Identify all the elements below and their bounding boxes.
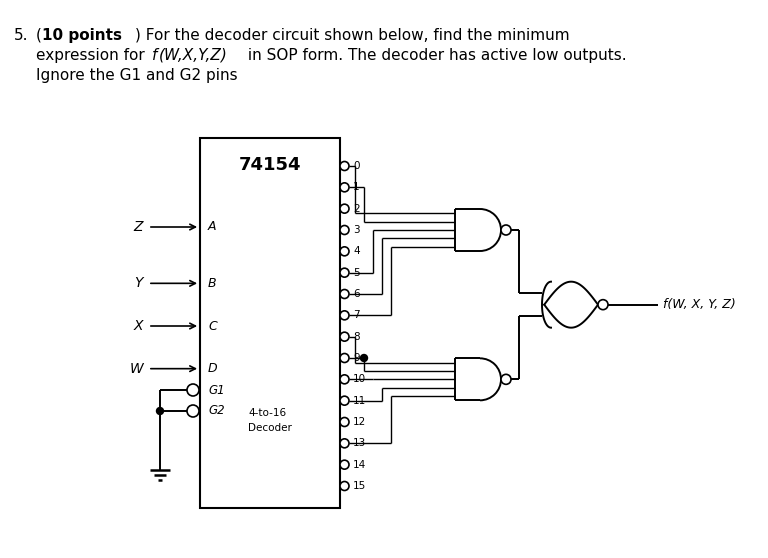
Text: 1: 1 bbox=[353, 182, 359, 193]
Text: f(W, X, Y, Z): f(W, X, Y, Z) bbox=[663, 298, 736, 311]
Text: 11: 11 bbox=[353, 396, 366, 406]
Circle shape bbox=[340, 417, 349, 426]
Circle shape bbox=[340, 460, 349, 469]
Text: 13: 13 bbox=[353, 439, 366, 448]
Text: 15: 15 bbox=[353, 481, 366, 491]
Text: (W,X,Y,Z): (W,X,Y,Z) bbox=[159, 48, 228, 63]
Circle shape bbox=[340, 268, 349, 277]
Text: 12: 12 bbox=[353, 417, 366, 427]
Text: 7: 7 bbox=[353, 310, 359, 320]
Text: 4: 4 bbox=[353, 246, 359, 256]
Text: 8: 8 bbox=[353, 331, 359, 341]
Circle shape bbox=[340, 396, 349, 405]
Circle shape bbox=[157, 407, 164, 415]
Text: f: f bbox=[152, 48, 157, 63]
Circle shape bbox=[340, 161, 349, 171]
Text: 10: 10 bbox=[353, 374, 366, 384]
Circle shape bbox=[340, 225, 349, 234]
Text: Z: Z bbox=[134, 220, 143, 234]
Text: 3: 3 bbox=[353, 225, 359, 235]
Circle shape bbox=[340, 311, 349, 320]
Text: A: A bbox=[208, 220, 217, 233]
Text: 4-to-16: 4-to-16 bbox=[248, 408, 286, 418]
Circle shape bbox=[340, 183, 349, 192]
Text: 10 points: 10 points bbox=[42, 28, 122, 43]
Circle shape bbox=[501, 225, 511, 235]
Text: Decoder: Decoder bbox=[248, 423, 292, 433]
Circle shape bbox=[340, 247, 349, 256]
Circle shape bbox=[340, 482, 349, 490]
Text: 0: 0 bbox=[353, 161, 359, 171]
Circle shape bbox=[340, 375, 349, 384]
Text: Y: Y bbox=[134, 276, 143, 290]
Text: G1: G1 bbox=[208, 383, 224, 397]
Circle shape bbox=[187, 384, 199, 396]
Text: B: B bbox=[208, 277, 217, 290]
Text: 2: 2 bbox=[353, 204, 359, 214]
Text: in SOP form. The decoder has active low outputs.: in SOP form. The decoder has active low … bbox=[243, 48, 627, 63]
Text: 5: 5 bbox=[353, 268, 359, 278]
Circle shape bbox=[340, 204, 349, 213]
Text: X: X bbox=[134, 319, 143, 333]
Circle shape bbox=[340, 290, 349, 299]
Circle shape bbox=[187, 405, 199, 417]
Text: 74154: 74154 bbox=[239, 156, 301, 174]
Bar bbox=[200, 138, 340, 508]
Text: G2: G2 bbox=[208, 405, 224, 417]
Circle shape bbox=[360, 354, 368, 362]
Text: expression for: expression for bbox=[36, 48, 150, 63]
Text: (: ( bbox=[36, 28, 42, 43]
Circle shape bbox=[340, 332, 349, 341]
Text: ) For the decoder circuit shown below, find the minimum: ) For the decoder circuit shown below, f… bbox=[135, 28, 570, 43]
Text: C: C bbox=[208, 320, 217, 333]
Circle shape bbox=[501, 374, 511, 384]
Text: 5.: 5. bbox=[14, 28, 28, 43]
Text: W: W bbox=[129, 362, 143, 376]
Text: D: D bbox=[208, 362, 217, 375]
Text: Ignore the G1 and G2 pins: Ignore the G1 and G2 pins bbox=[36, 68, 237, 83]
Text: 6: 6 bbox=[353, 289, 359, 299]
Text: 9: 9 bbox=[353, 353, 359, 363]
Circle shape bbox=[340, 439, 349, 448]
Circle shape bbox=[598, 300, 608, 310]
Circle shape bbox=[340, 354, 349, 363]
Text: 14: 14 bbox=[353, 460, 366, 470]
